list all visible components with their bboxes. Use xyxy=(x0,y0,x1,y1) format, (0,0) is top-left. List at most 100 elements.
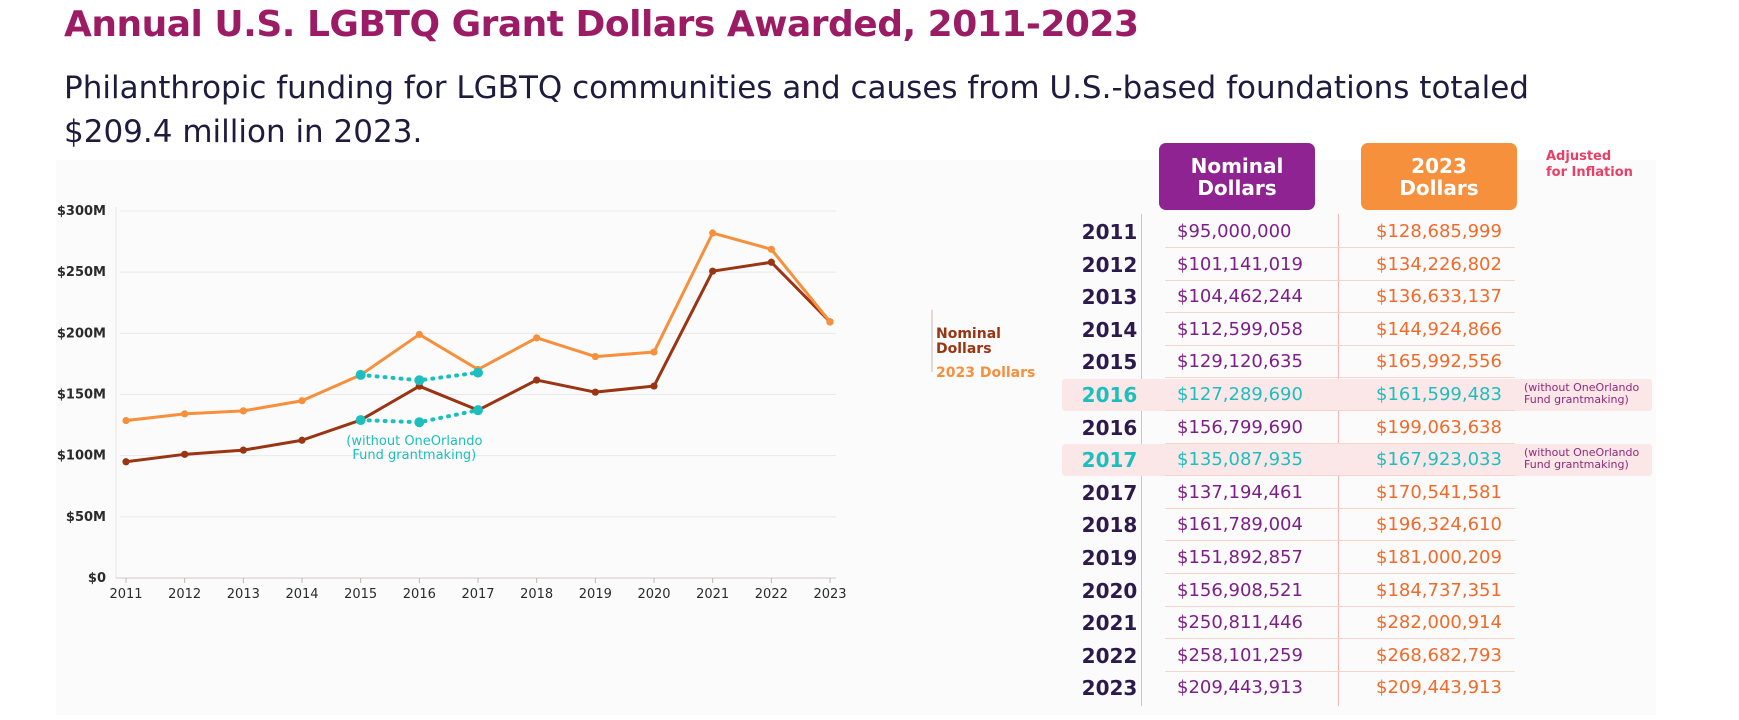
header-2023-dollars: 2023 Dollars xyxy=(1361,143,1517,210)
y-tick-label: $0 xyxy=(88,571,106,586)
header-adjusted-line-1: 2023 xyxy=(1411,153,1467,178)
data-point-adjusted-2023-dollars xyxy=(826,318,834,326)
x-tick-label: 2016 xyxy=(403,587,436,602)
x-tick-label: 2020 xyxy=(637,587,670,602)
row-year: 2021 xyxy=(1081,611,1138,636)
row-separator xyxy=(1165,507,1515,509)
chart-lines xyxy=(125,231,832,464)
data-point-adjusted-2023-dollars xyxy=(298,397,306,405)
x-tick-label: 2018 xyxy=(520,587,553,602)
x-tick-label: 2011 xyxy=(109,587,142,602)
row-adjusted-value: $136,633,137 xyxy=(1376,286,1502,308)
x-tick-label: 2017 xyxy=(461,587,494,602)
alternate-data-point xyxy=(414,417,425,428)
row-nominal-value: $101,141,019 xyxy=(1177,253,1303,275)
header-adjusted-line-2: Dollars xyxy=(1399,175,1479,200)
y-tick-label: $100M xyxy=(57,449,106,464)
row-adjusted-value: $199,063,638 xyxy=(1376,416,1502,438)
row-adjusted-value: $282,000,914 xyxy=(1376,612,1502,634)
alt-label-line-2: Fund grantmaking) xyxy=(352,448,476,463)
row-nominal-value: $112,599,058 xyxy=(1177,318,1303,340)
x-tick-label: 2014 xyxy=(285,587,318,602)
row-adjusted-value: $170,541,581 xyxy=(1376,481,1502,503)
adjusted-note-line-1: Adjusted xyxy=(1546,149,1612,164)
alternate-data-point xyxy=(414,375,425,386)
row-year: 2022 xyxy=(1081,643,1138,668)
row-separator xyxy=(1165,377,1515,379)
data-point-adjusted-2023-dollars xyxy=(767,245,775,253)
table-row: 2019 $151,892,857 $181,000,209 xyxy=(1062,542,1652,574)
x-tick-label: 2021 xyxy=(696,587,729,602)
row-year: 2016 xyxy=(1081,415,1138,440)
legend-nominal-line-2: Dollars xyxy=(936,341,992,357)
series-line-adjusted-2023-dollars xyxy=(125,231,832,423)
data-point-nominal-dollars xyxy=(709,267,717,275)
table-row: 2021 $250,811,446 $282,000,914 xyxy=(1062,607,1652,639)
row-adjusted-value: $184,737,351 xyxy=(1376,579,1502,601)
data-point-nominal-dollars xyxy=(181,450,189,458)
y-axis-ticks: $0 $50M $100M $150M $200M $250M $300M xyxy=(57,204,106,586)
data-point-adjusted-2023-dollars xyxy=(533,334,541,342)
row-nominal-value: $250,811,446 xyxy=(1177,612,1303,634)
data-point-nominal-dollars xyxy=(239,446,247,454)
header-nominal-line-2: Dollars xyxy=(1197,175,1277,200)
row-year: 2017 xyxy=(1081,448,1138,473)
row-year: 2015 xyxy=(1081,350,1138,375)
alternate-data-point xyxy=(473,405,483,416)
page-title: Annual U.S. LGBTQ Grant Dollars Awarded,… xyxy=(64,4,1139,45)
alternate-data-point xyxy=(355,369,366,380)
y-tick-label: $250M xyxy=(57,265,106,280)
chart-panel-background xyxy=(56,160,1656,715)
row-separator xyxy=(1165,573,1515,574)
row-note: (without OneOrlando Fund grantmaking) xyxy=(1524,382,1639,406)
row-nominal-value: $135,087,935 xyxy=(1177,449,1303,471)
row-nominal-value: $156,908,521 xyxy=(1177,579,1303,601)
chart-points xyxy=(122,229,834,466)
row-nominal-value: $156,799,690 xyxy=(1177,416,1303,438)
data-point-adjusted-2023-dollars xyxy=(122,416,130,425)
row-nominal-value: $258,101,259 xyxy=(1177,644,1303,666)
row-adjusted-value: $196,324,610 xyxy=(1376,514,1502,536)
row-year: 2011 xyxy=(1081,220,1138,244)
row-separator xyxy=(1165,442,1515,444)
data-point-nominal-dollars xyxy=(767,258,775,266)
x-tick-label: 2013 xyxy=(227,587,260,602)
data-point-nominal-dollars xyxy=(591,388,599,396)
y-tick-label: $300M xyxy=(57,204,106,219)
row-adjusted-value: $181,000,209 xyxy=(1376,547,1502,568)
row-separator xyxy=(1165,475,1515,477)
data-point-adjusted-2023-dollars xyxy=(591,352,599,361)
x-tick-label: 2012 xyxy=(168,587,201,602)
x-axis-ticks: 2011 2012 2013 2014 2015 2016 2017 2018 2019 2020… xyxy=(109,587,846,602)
y-tick-label: $200M xyxy=(57,326,106,341)
table-row: 2017 $135,087,935 $167,923,033 (without One… xyxy=(1062,444,1652,477)
data-point-adjusted-2023-dollars xyxy=(415,330,423,339)
row-note-line-2: Fund grantmaking) xyxy=(1524,393,1629,406)
row-separator xyxy=(1165,605,1515,607)
data-point-nominal-dollars xyxy=(533,376,541,384)
row-adjusted-value: $167,923,033 xyxy=(1376,449,1502,471)
row-separator xyxy=(1165,540,1515,542)
row-separator xyxy=(1165,410,1515,411)
table-row: 2014 $112,599,058 $144,924,866 xyxy=(1062,314,1652,346)
row-year: 2016 xyxy=(1081,383,1138,407)
row-year: 2019 xyxy=(1081,546,1138,570)
alternate-data-point xyxy=(355,415,366,426)
row-adjusted-value: $144,924,866 xyxy=(1376,318,1502,340)
data-point-adjusted-2023-dollars xyxy=(709,229,717,237)
row-nominal-value: $137,194,461 xyxy=(1177,481,1303,503)
row-year: 2018 xyxy=(1081,513,1138,538)
table-row: 2011 $95,000,000 $128,685,999 xyxy=(1062,216,1652,248)
row-nominal-value: $129,120,635 xyxy=(1177,351,1303,373)
adjusted-for-inflation-note: Adjusted for Inflation xyxy=(1546,149,1633,181)
row-separator xyxy=(1165,247,1515,248)
row-year: 2023 xyxy=(1081,676,1138,701)
row-note-line-1: (without OneOrlando xyxy=(1524,446,1640,460)
row-adjusted-value: $134,226,802 xyxy=(1376,253,1502,275)
table-row: 2020 $156,908,521 $184,737,351 xyxy=(1062,575,1652,607)
table-row: 2023 $209,443,913 $209,443,913 xyxy=(1062,672,1652,704)
row-year: 2020 xyxy=(1081,578,1138,603)
x-tick-label: 2019 xyxy=(579,587,612,602)
table-row: 2022 $258,101,259 $268,682,793 xyxy=(1062,640,1652,672)
row-nominal-value: $209,443,913 xyxy=(1177,677,1303,699)
